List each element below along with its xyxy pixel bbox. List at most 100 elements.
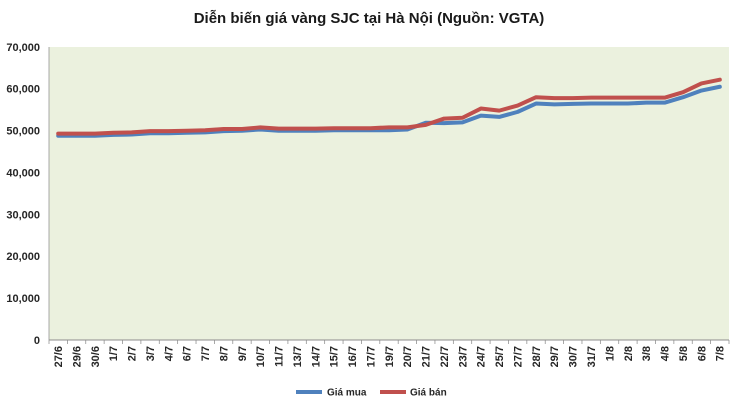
y-tick-label: 70,000 xyxy=(6,42,40,54)
y-tick-label: 20,000 xyxy=(6,251,40,263)
data-point xyxy=(681,90,685,94)
x-tick-label: 29/7 xyxy=(549,346,561,367)
data-point xyxy=(130,130,134,134)
data-point xyxy=(148,129,152,133)
data-point xyxy=(516,104,520,108)
data-point xyxy=(552,102,556,106)
data-point xyxy=(405,125,409,129)
x-tick-label: 4/7 xyxy=(163,346,175,361)
data-point xyxy=(424,123,428,127)
x-tick-label: 16/7 xyxy=(347,346,359,367)
data-point xyxy=(313,127,317,131)
data-point xyxy=(350,126,354,130)
data-point xyxy=(369,126,373,130)
data-point xyxy=(571,96,575,100)
y-tick-label: 30,000 xyxy=(6,209,40,221)
data-point xyxy=(497,115,501,119)
y-tick-label: 10,000 xyxy=(6,293,40,305)
x-tick-label: 11/7 xyxy=(274,346,286,367)
data-point xyxy=(497,109,501,113)
y-tick-label: 60,000 xyxy=(6,84,40,96)
x-tick-label: 20/7 xyxy=(402,346,414,367)
data-point xyxy=(442,117,446,121)
data-point xyxy=(332,126,336,130)
data-point xyxy=(93,132,97,136)
data-point xyxy=(240,127,244,131)
data-point xyxy=(626,102,630,106)
data-point xyxy=(552,96,556,100)
data-point xyxy=(718,85,722,89)
data-point xyxy=(626,96,630,100)
data-point xyxy=(681,95,685,99)
data-point xyxy=(203,128,207,132)
x-tick-label: 5/8 xyxy=(678,346,690,361)
series-layer xyxy=(56,77,722,138)
data-point xyxy=(479,114,483,118)
data-point xyxy=(75,132,79,136)
x-tick-label: 25/7 xyxy=(494,346,506,367)
x-tick-label: 19/7 xyxy=(384,346,396,367)
data-point xyxy=(534,102,538,106)
data-point xyxy=(534,95,538,99)
data-point xyxy=(111,131,115,135)
data-point xyxy=(479,107,483,111)
data-point xyxy=(222,127,226,131)
data-point xyxy=(461,116,465,120)
data-point xyxy=(461,120,465,124)
x-tick-label: 31/7 xyxy=(586,346,598,367)
x-tick-label: 3/7 xyxy=(145,346,157,361)
y-tick-label: 0 xyxy=(34,335,40,347)
data-point xyxy=(608,96,612,100)
x-tick-label: 14/7 xyxy=(310,346,322,367)
x-tick-label: 13/7 xyxy=(292,346,304,367)
data-point xyxy=(277,127,281,131)
data-point xyxy=(442,121,446,125)
legend-item-gia-mua: Giá mua xyxy=(296,388,367,399)
x-tick-label: 22/7 xyxy=(439,346,451,367)
data-point xyxy=(589,96,593,100)
x-tick-label: 28/7 xyxy=(531,346,543,367)
x-axis: 27/6 29/6 30/6 1/7 2/7 3/7 4/7 6/7 7/7 8/7 9/7 10/7… xyxy=(48,339,730,367)
plot-area xyxy=(49,47,729,340)
legend-item-gia-ban: Giá bán xyxy=(380,388,447,399)
x-tick-label: 3/8 xyxy=(641,346,653,361)
x-tick-label: 30/6 xyxy=(90,346,102,367)
x-tick-label: 7/7 xyxy=(200,346,212,361)
x-tick-label: 21/7 xyxy=(421,346,433,367)
legend: Giá mua Giá bán xyxy=(296,388,447,399)
x-tick-label: 10/7 xyxy=(255,346,267,367)
x-tick-label: 17/7 xyxy=(365,346,377,367)
data-point xyxy=(571,102,575,106)
x-tick-label: 1/7 xyxy=(108,346,120,361)
chart-title: Diễn biến giá vàng SJC tại Hà Nội (Nguồn… xyxy=(194,10,545,27)
y-tick-label: 50,000 xyxy=(6,126,40,138)
x-tick-label: 30/7 xyxy=(568,346,580,367)
data-point xyxy=(589,102,593,106)
series-gia-ban xyxy=(56,77,722,136)
x-tick-label: 29/6 xyxy=(71,346,83,367)
data-point xyxy=(166,129,170,133)
y-tick-label: 40,000 xyxy=(6,167,40,179)
data-point xyxy=(516,110,520,114)
legend-label: Giá mua xyxy=(327,388,367,399)
data-point xyxy=(387,125,391,129)
x-tick-label: 2/8 xyxy=(623,346,635,361)
data-point xyxy=(56,132,60,136)
data-point xyxy=(718,78,722,82)
data-point xyxy=(663,101,667,105)
legend-label: Giá bán xyxy=(410,388,447,399)
data-point xyxy=(699,81,703,85)
y-axis: 0 10,000 20,000 30,000 40,000 50,000 60,000 70,… xyxy=(6,42,50,347)
x-tick-label: 1/8 xyxy=(604,346,616,361)
data-point xyxy=(295,127,299,131)
x-tick-label: 8/7 xyxy=(218,346,230,361)
x-tick-label: 27/7 xyxy=(512,346,524,367)
data-point xyxy=(258,125,262,129)
x-tick-label: 2/7 xyxy=(127,346,139,361)
x-tick-label: 6/8 xyxy=(696,346,708,361)
x-tick-label: 7/8 xyxy=(715,346,727,361)
x-tick-label: 27/6 xyxy=(53,346,65,367)
x-tick-label: 24/7 xyxy=(476,346,488,367)
data-point xyxy=(644,96,648,100)
x-tick-label: 23/7 xyxy=(457,346,469,367)
